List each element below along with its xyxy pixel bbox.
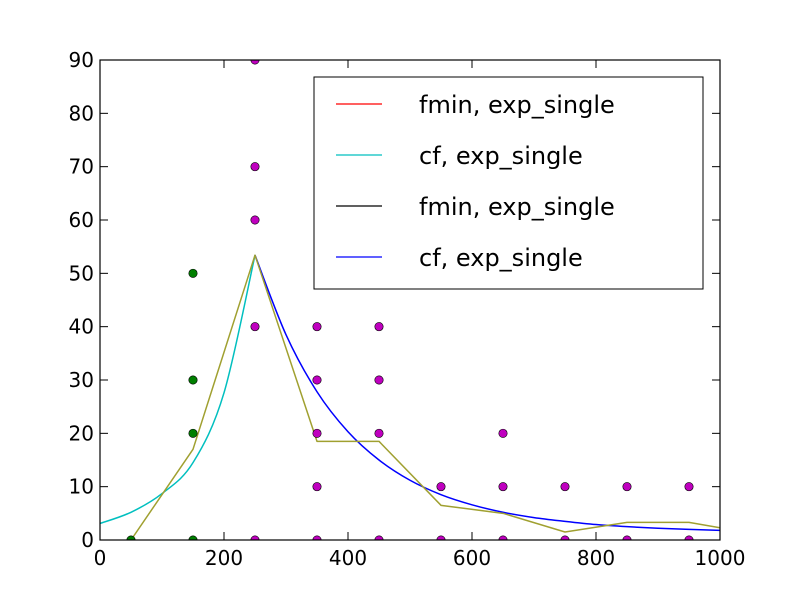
data-point [560,482,570,492]
data-point [622,482,632,492]
y-tick-label: 30 [69,368,94,392]
y-tick-label: 10 [69,475,94,499]
x-tick-label: 200 [205,546,243,570]
data-point [684,482,694,492]
y-tick-label: 40 [69,315,94,339]
plot-frame [99,59,721,541]
y-tick-label: 60 [69,208,94,232]
data-point [374,322,384,332]
series-line-3 [130,254,720,540]
x-tick-label: 600 [453,546,491,570]
y-tick-label: 20 [69,421,94,445]
legend-label: cf, exp_single [419,244,583,272]
data-point [188,268,198,278]
y-tick-label: 0 [81,528,94,552]
data-point [498,428,508,438]
data-point [250,60,260,65]
data-point [250,322,260,332]
legend-label: cf, exp_single [419,142,583,170]
data-point [374,428,384,438]
plot-layer [100,60,720,540]
legend: fmin, exp_single cf, exp_single fmin, exp_… [313,76,704,290]
x-tick-label: 400 [329,546,367,570]
data-point [312,482,322,492]
data-point [188,428,198,438]
axis-layer: 0 200 400 600 800 1000 0 10 20 30 40 50 60 70 80 90 [69,48,746,570]
data-point [498,482,508,492]
data-point [374,375,384,385]
data-point [312,322,322,332]
data-point [188,375,198,385]
x-tick-label: 1000 [695,546,746,570]
x-tick-label: 800 [577,546,615,570]
x-tick-label: 0 [94,546,107,570]
legend-box [313,76,704,290]
data-point [250,215,260,225]
data-point [250,162,260,172]
y-tick-label: 50 [69,261,94,285]
legend-label: fmin, exp_single [419,193,615,221]
y-tick-label: 90 [69,48,94,72]
series-line-2 [254,254,720,532]
series-line-1 [100,255,256,525]
y-tick-label: 70 [69,155,94,179]
data-point [312,375,322,385]
legend-label: fmin, exp_single [419,91,615,119]
data-point [312,428,322,438]
data-point [436,482,446,492]
y-tick-label: 80 [69,101,94,125]
